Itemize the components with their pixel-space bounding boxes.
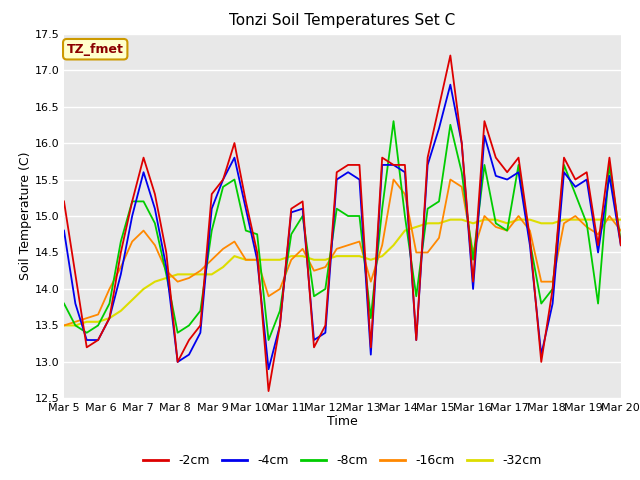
Y-axis label: Soil Temperature (C): Soil Temperature (C) (19, 152, 31, 280)
Text: TZ_fmet: TZ_fmet (67, 43, 124, 56)
Title: Tonzi Soil Temperatures Set C: Tonzi Soil Temperatures Set C (229, 13, 456, 28)
Legend: -2cm, -4cm, -8cm, -16cm, -32cm: -2cm, -4cm, -8cm, -16cm, -32cm (138, 449, 547, 472)
X-axis label: Time: Time (327, 415, 358, 428)
